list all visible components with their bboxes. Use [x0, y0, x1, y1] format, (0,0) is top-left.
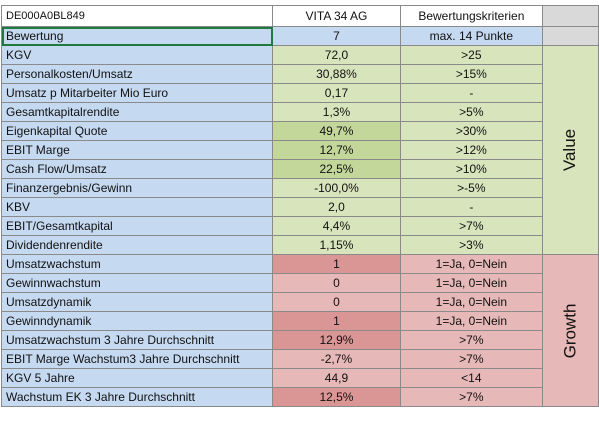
- metric-row: Gesamtkapitalrendite 1,3% >5%: [0, 102, 599, 122]
- metric-criterion-cell[interactable]: >7%: [399, 216, 544, 236]
- metric-row: Eigenkapital Quote 49,7% >30%: [0, 121, 599, 141]
- metric-row: EBIT Marge Wachstum3 Jahre Durchschnitt -…: [0, 349, 599, 369]
- growth-group-label[interactable]: Growth: [542, 254, 599, 407]
- metric-criterion-cell[interactable]: >3%: [399, 235, 544, 255]
- metric-row: KBV 2,0-: [0, 197, 599, 217]
- header-side-cell[interactable]: [542, 5, 599, 27]
- metric-value-cell[interactable]: 30,88%: [272, 64, 401, 84]
- metric-value-cell[interactable]: 12,9%: [272, 330, 401, 350]
- metric-label-cell[interactable]: Personalkosten/Umsatz: [0, 64, 274, 84]
- isin-cell[interactable]: DE000A0BL849: [0, 5, 274, 27]
- metric-label-cell[interactable]: EBIT Marge: [0, 140, 274, 160]
- metric-label-cell[interactable]: Gesamtkapitalrendite: [0, 102, 274, 122]
- metric-value-cell[interactable]: 1: [272, 254, 401, 274]
- metric-value-cell[interactable]: 72,0: [272, 45, 401, 65]
- metric-value-cell[interactable]: 2,0: [272, 197, 401, 217]
- metric-criterion-cell[interactable]: -: [399, 197, 544, 217]
- metric-criterion-cell[interactable]: >30%: [399, 121, 544, 141]
- metric-label-cell[interactable]: KGV: [0, 45, 274, 65]
- metric-row: Umsatzwachstum 3 Jahre Durchschnitt 12,9%…: [0, 330, 599, 350]
- value-group-label-text: Value: [560, 128, 580, 172]
- metric-label-cell[interactable]: Wachstum EK 3 Jahre Durchschnitt: [0, 387, 274, 407]
- header-row: DE000A0BL849 VITA 34 AG Bewertungskriter…: [0, 5, 599, 27]
- bewertung-criterion-cell[interactable]: max. 14 Punkte: [399, 26, 544, 46]
- metric-label-cell[interactable]: Gewinnwachstum: [0, 273, 274, 293]
- metric-value-cell[interactable]: 1,15%: [272, 235, 401, 255]
- metric-value-cell[interactable]: 4,4%: [272, 216, 401, 236]
- metric-row: Dividendenrendite 1,15% >3%: [0, 235, 599, 255]
- metric-label-cell[interactable]: Finanzergebnis/Gewinn: [0, 178, 274, 198]
- metric-row: Cash Flow/Umsatz 22,5% >10%: [0, 159, 599, 179]
- metric-row: Umsatzwachstum 1 1=Ja, 0=Nein Growth: [0, 254, 599, 407]
- metric-label-cell[interactable]: EBIT/Gesamtkapital: [0, 216, 274, 236]
- metric-label-cell[interactable]: KGV 5 Jahre: [0, 368, 274, 388]
- metric-criterion-cell[interactable]: >-5%: [399, 178, 544, 198]
- metric-value-cell[interactable]: 1: [272, 311, 401, 331]
- bewertung-label-cell[interactable]: Bewertung: [0, 26, 274, 46]
- growth-group-label-text: Growth: [560, 303, 580, 358]
- metric-value-cell[interactable]: 1,3%: [272, 102, 401, 122]
- metric-row: KGV 72,0 >25 Value: [0, 45, 599, 255]
- metric-criterion-cell[interactable]: >5%: [399, 102, 544, 122]
- metric-value-cell[interactable]: 0: [272, 273, 401, 293]
- metric-criterion-cell[interactable]: >7%: [399, 330, 544, 350]
- metric-value-cell[interactable]: -2,7%: [272, 349, 401, 369]
- metric-row: Personalkosten/Umsatz 30,88% >15%: [0, 64, 599, 84]
- metric-label-cell[interactable]: Dividendenrendite: [0, 235, 274, 255]
- metric-row: Umsatz p Mitarbeiter Mio Euro 0,17-: [0, 83, 599, 103]
- metric-label-cell[interactable]: KBV: [0, 197, 274, 217]
- metric-row: Gewinnwachstum 0 1=Ja, 0=Nein: [0, 273, 599, 293]
- bewertung-value-cell[interactable]: 7: [272, 26, 401, 46]
- metric-row: Finanzergebnis/Gewinn -100,0% >-5%: [0, 178, 599, 198]
- metric-value-cell[interactable]: -100,0%: [272, 178, 401, 198]
- metric-criterion-cell[interactable]: >12%: [399, 140, 544, 160]
- metric-criterion-cell[interactable]: >15%: [399, 64, 544, 84]
- metric-criterion-cell[interactable]: 1=Ja, 0=Nein: [399, 254, 544, 274]
- metric-label-cell[interactable]: Eigenkapital Quote: [0, 121, 274, 141]
- metric-row: Wachstum EK 3 Jahre Durchschnitt 12,5% >7%: [0, 387, 599, 407]
- metric-criterion-cell[interactable]: >7%: [399, 349, 544, 369]
- metric-criterion-cell[interactable]: >10%: [399, 159, 544, 179]
- metric-value-cell[interactable]: 0: [272, 292, 401, 312]
- metric-criterion-cell[interactable]: >25: [399, 45, 544, 65]
- valuation-table: DE000A0BL849 VITA 34 AG Bewertungskriter…: [0, 5, 599, 407]
- metric-criterion-cell[interactable]: <14: [399, 368, 544, 388]
- metric-label-cell[interactable]: Umsatz p Mitarbeiter Mio Euro: [0, 83, 274, 103]
- metric-label-cell[interactable]: Umsatzwachstum 3 Jahre Durchschnitt: [0, 330, 274, 350]
- metric-criterion-cell[interactable]: -: [399, 83, 544, 103]
- metric-criterion-cell[interactable]: 1=Ja, 0=Nein: [399, 292, 544, 312]
- metric-value-cell[interactable]: 49,7%: [272, 121, 401, 141]
- metric-criterion-cell[interactable]: 1=Ja, 0=Nein: [399, 273, 544, 293]
- metric-label-cell[interactable]: Umsatzwachstum: [0, 254, 274, 274]
- metric-row: EBIT/Gesamtkapital 4,4% >7%: [0, 216, 599, 236]
- metric-label-cell[interactable]: EBIT Marge Wachstum3 Jahre Durchschnitt: [0, 349, 274, 369]
- criteria-header-cell[interactable]: Bewertungskriterien: [399, 5, 544, 27]
- company-cell[interactable]: VITA 34 AG: [272, 5, 401, 27]
- bewertung-side-cell[interactable]: [542, 26, 599, 46]
- metric-value-cell[interactable]: 12,5%: [272, 387, 401, 407]
- metric-value-cell[interactable]: 22,5%: [272, 159, 401, 179]
- metric-row: KGV 5 Jahre 44,9 <14: [0, 368, 599, 388]
- metric-value-cell[interactable]: 44,9: [272, 368, 401, 388]
- metric-value-cell[interactable]: 0,17: [272, 83, 401, 103]
- value-group-label[interactable]: Value: [542, 45, 599, 255]
- metric-criterion-cell[interactable]: 1=Ja, 0=Nein: [399, 311, 544, 331]
- metric-value-cell[interactable]: 12,7%: [272, 140, 401, 160]
- metric-row: Umsatzdynamik 0 1=Ja, 0=Nein: [0, 292, 599, 312]
- metric-row: EBIT Marge 12,7% >12%: [0, 140, 599, 160]
- metric-label-cell[interactable]: Cash Flow/Umsatz: [0, 159, 274, 179]
- metric-label-cell[interactable]: Umsatzdynamik: [0, 292, 274, 312]
- metric-label-cell[interactable]: Gewinndynamik: [0, 311, 274, 331]
- metric-row: Gewinndynamik 1 1=Ja, 0=Nein: [0, 311, 599, 331]
- bewertung-row: Bewertung 7 max. 14 Punkte: [0, 26, 599, 46]
- metric-criterion-cell[interactable]: >7%: [399, 387, 544, 407]
